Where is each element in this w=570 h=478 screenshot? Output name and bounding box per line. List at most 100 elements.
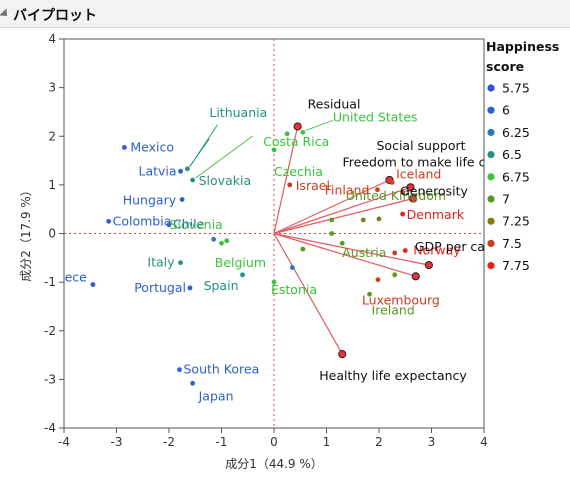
loading-vector bbox=[273, 232, 416, 277]
label-leader-line bbox=[189, 138, 210, 168]
country-label: United Kingdom bbox=[346, 188, 446, 203]
country-point[interactable] bbox=[166, 222, 172, 228]
legend-item-label: 7.75 bbox=[502, 258, 530, 273]
legend-marker bbox=[487, 262, 495, 270]
country-point[interactable] bbox=[289, 265, 295, 270]
country-label: Norway bbox=[413, 243, 461, 258]
x-tick-label: 2 bbox=[375, 435, 383, 449]
loading-vector bbox=[273, 126, 299, 234]
loading-vector bbox=[273, 186, 411, 235]
country-point[interactable] bbox=[179, 197, 185, 202]
country-label: Costa Rica bbox=[263, 134, 329, 149]
legend-marker bbox=[487, 173, 495, 181]
country-label: Greece bbox=[42, 270, 87, 285]
legend-item-label: 6.75 bbox=[502, 169, 530, 184]
country-point[interactable] bbox=[106, 218, 112, 224]
country-point[interactable] bbox=[375, 187, 380, 193]
legend-marker bbox=[487, 151, 495, 159]
loading-vectors-layer bbox=[273, 122, 433, 359]
country-point[interactable] bbox=[190, 380, 196, 386]
country-point[interactable] bbox=[329, 231, 335, 236]
country-point[interactable] bbox=[300, 246, 306, 252]
country-label: United States bbox=[333, 109, 418, 124]
loading-vector bbox=[273, 233, 343, 355]
y-tick-label: -2 bbox=[44, 324, 56, 338]
legend-item-label: 7.5 bbox=[502, 236, 522, 251]
country-point[interactable] bbox=[375, 277, 381, 283]
country-point[interactable] bbox=[300, 129, 306, 135]
x-tick-label: -4 bbox=[58, 435, 70, 449]
country-point[interactable] bbox=[177, 367, 182, 373]
y-tick-label: 1 bbox=[48, 178, 56, 192]
country-label: Mexico bbox=[130, 139, 174, 154]
y-axis-title: 成分2（17.9 %） bbox=[19, 184, 33, 282]
y-tick-label: 2 bbox=[48, 129, 56, 143]
country-point[interactable] bbox=[389, 180, 395, 185]
loading-vector bbox=[273, 232, 429, 266]
country-point[interactable] bbox=[271, 279, 277, 285]
loading-label: Generosity bbox=[400, 183, 468, 198]
country-point[interactable] bbox=[392, 272, 398, 278]
country-point[interactable] bbox=[184, 166, 190, 172]
legend-item-label: 5.75 bbox=[502, 81, 530, 96]
legend: Happiness score 5.75 6 6.25 6.5 6.75 7 7.25 7.5 7.… bbox=[486, 39, 559, 273]
legend-item-label: 7.25 bbox=[502, 214, 530, 229]
country-point[interactable] bbox=[187, 285, 193, 291]
x-tick-label: -3 bbox=[111, 435, 123, 449]
country-point[interactable] bbox=[211, 236, 217, 242]
y-tick-label: 3 bbox=[48, 81, 56, 95]
country-point[interactable] bbox=[90, 282, 96, 287]
country-label: Japan bbox=[198, 388, 234, 403]
loading-label: Healthy life expectancy bbox=[319, 368, 467, 383]
labels-layer: Mexico Latvia Hungary Colombia Chile Greece Po… bbox=[42, 97, 509, 404]
loading-vector-tip bbox=[293, 122, 302, 131]
x-tick-label: 3 bbox=[428, 435, 436, 449]
loading-label: Residual bbox=[308, 97, 361, 112]
legend-item-label: 7 bbox=[502, 192, 510, 207]
country-point[interactable] bbox=[121, 145, 127, 150]
country-point[interactable] bbox=[284, 131, 290, 137]
country-point[interactable] bbox=[329, 217, 335, 223]
country-point[interactable] bbox=[376, 216, 382, 222]
x-axis-title: 成分1（44.9 %） bbox=[225, 457, 323, 471]
legend-item-label: 6.5 bbox=[502, 147, 522, 162]
country-point[interactable] bbox=[190, 177, 196, 183]
y-tick-label: 4 bbox=[48, 32, 56, 46]
country-point[interactable] bbox=[339, 240, 345, 246]
country-label: Ireland bbox=[372, 302, 415, 317]
country-label: Latvia bbox=[138, 163, 176, 178]
loading-vector-tip bbox=[424, 261, 433, 270]
loading-vector-tip bbox=[406, 183, 415, 192]
country-point[interactable] bbox=[400, 211, 406, 217]
country-label: Iceland bbox=[396, 166, 441, 181]
loading-label: GDP per capita bbox=[415, 239, 509, 254]
country-point[interactable] bbox=[224, 238, 230, 244]
legend-marker bbox=[487, 239, 495, 247]
country-point[interactable] bbox=[271, 147, 277, 153]
legend-item-label: 6.25 bbox=[502, 125, 530, 140]
country-label: Israel bbox=[296, 178, 330, 193]
disclosure-triangle-icon[interactable] bbox=[0, 8, 11, 20]
legend-marker bbox=[487, 195, 495, 203]
x-tick-label: 0 bbox=[270, 435, 278, 449]
legend-title-line2: score bbox=[486, 59, 524, 74]
country-point[interactable] bbox=[392, 250, 398, 256]
country-label: Portugal bbox=[134, 280, 186, 295]
legend-marker bbox=[487, 106, 495, 114]
country-point[interactable] bbox=[178, 168, 183, 174]
y-tick-label: -3 bbox=[44, 372, 56, 386]
country-point[interactable] bbox=[178, 260, 183, 266]
country-point[interactable] bbox=[367, 291, 372, 297]
country-label: Italy bbox=[147, 255, 175, 270]
panel-title: バイプロット bbox=[13, 8, 97, 24]
country-point[interactable] bbox=[402, 248, 408, 253]
country-point[interactable] bbox=[400, 189, 406, 195]
loading-vector-tip bbox=[409, 194, 418, 203]
country-point[interactable] bbox=[240, 272, 245, 278]
y-tick-label: 0 bbox=[48, 227, 56, 241]
country-point[interactable] bbox=[219, 240, 224, 246]
legend-marker bbox=[487, 128, 495, 136]
country-point[interactable] bbox=[287, 182, 293, 188]
country-point[interactable] bbox=[360, 217, 366, 223]
country-label: Chile bbox=[173, 217, 205, 232]
